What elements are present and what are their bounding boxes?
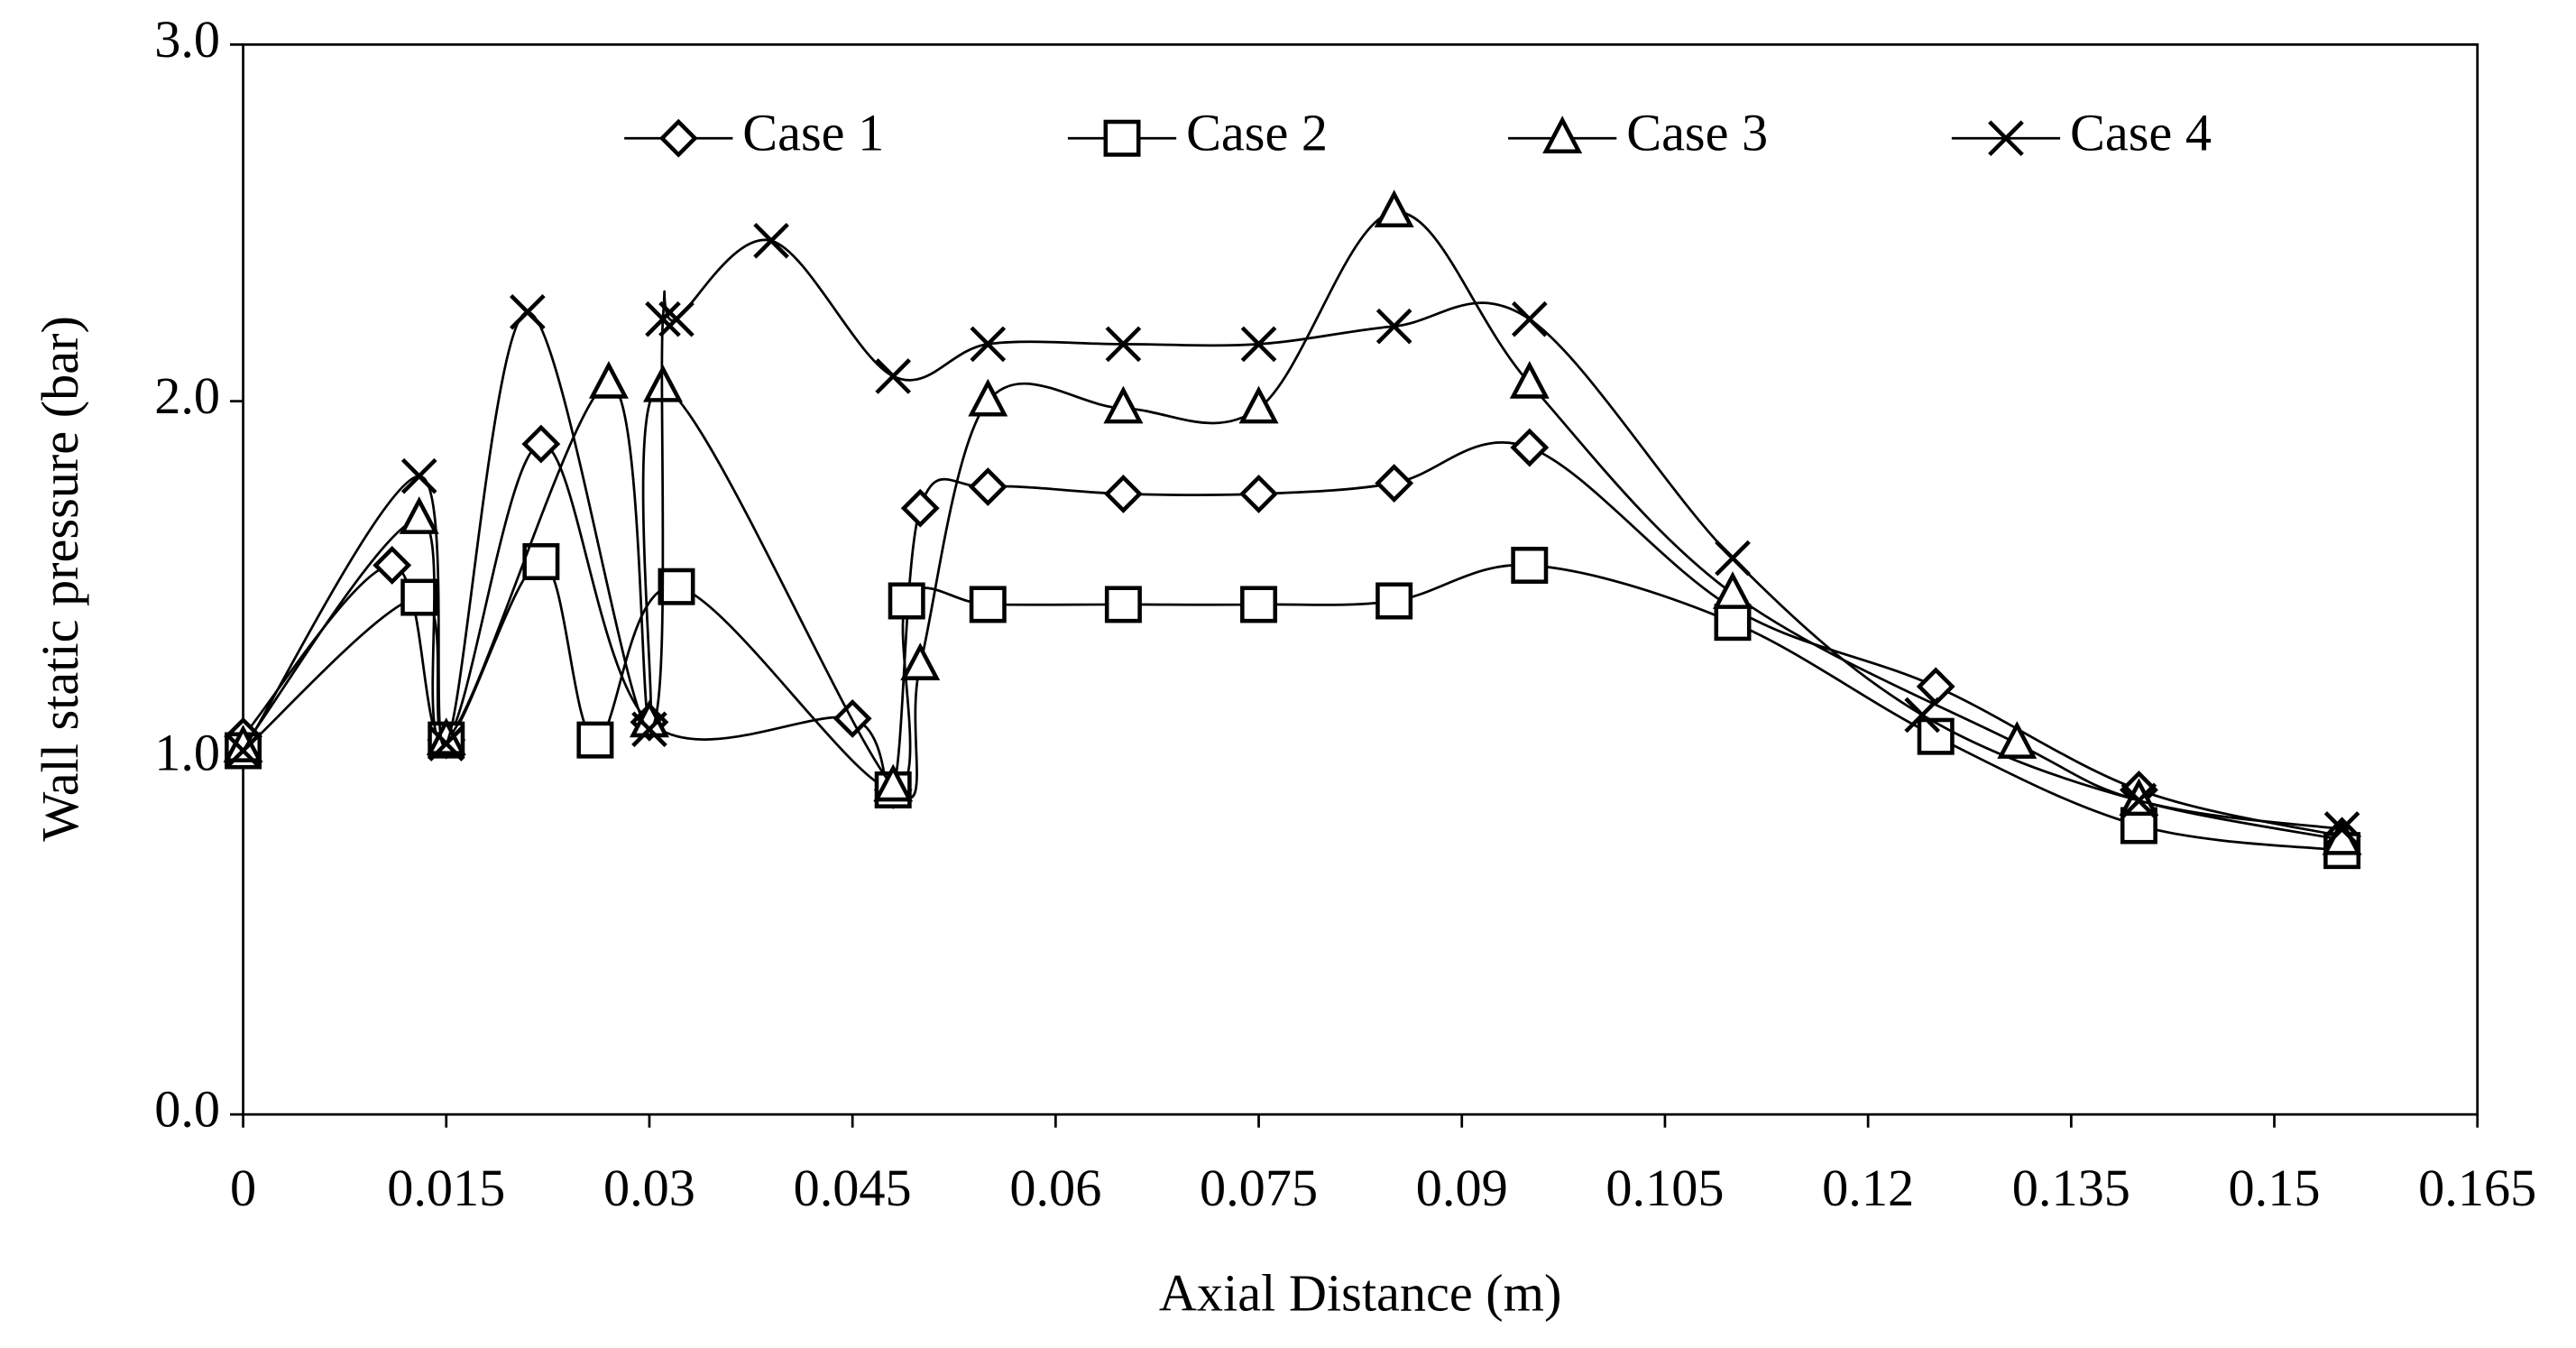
marker <box>968 467 1007 506</box>
marker <box>900 488 940 528</box>
plot-area <box>242 43 2479 1116</box>
x-tick-label: 0.12 <box>1822 1159 1914 1217</box>
x-axis-label: Axial Distance (m) <box>1159 1264 1562 1323</box>
marker <box>1103 474 1143 513</box>
marker <box>1240 326 1277 363</box>
y-tick-label: 3.0 <box>154 10 220 69</box>
marker <box>1375 582 1413 620</box>
x-tick-label: 0.165 <box>2418 1159 2536 1217</box>
x-tick-label: 0.045 <box>794 1159 912 1217</box>
y-tick-label: 2.0 <box>154 366 220 425</box>
marker <box>2121 782 2157 819</box>
marker <box>631 711 667 748</box>
marker <box>888 582 925 620</box>
marker <box>1714 604 1752 642</box>
x-tick-label: 0.15 <box>2229 1159 2321 1217</box>
marker <box>969 586 1007 623</box>
marker <box>970 326 1007 363</box>
marker <box>753 222 789 259</box>
marker <box>400 578 438 616</box>
marker <box>1238 385 1279 424</box>
legend-marker <box>1103 119 1141 157</box>
marker <box>588 360 629 399</box>
marker <box>1511 546 1549 584</box>
legend-label: Case 2 <box>1186 104 1328 162</box>
x-tick-label: 0.03 <box>603 1159 695 1217</box>
marker <box>900 642 941 680</box>
marker <box>1239 474 1278 513</box>
legend-label: Case 4 <box>2070 104 2212 162</box>
marker <box>510 294 546 330</box>
marker <box>400 457 437 494</box>
legend-label: Case 3 <box>1626 104 1768 162</box>
marker <box>399 496 439 534</box>
marker <box>1997 721 2038 759</box>
x-tick-label: 0.06 <box>1009 1159 1101 1217</box>
x-tick-label: 0.135 <box>2012 1159 2130 1217</box>
marker <box>1375 308 1412 345</box>
marker <box>1105 326 1142 363</box>
marker <box>1917 717 1955 755</box>
marker <box>1904 697 1941 734</box>
x-tick-label: 0.075 <box>1200 1159 1318 1217</box>
marker <box>2323 811 2360 847</box>
marker <box>1715 540 1751 577</box>
marker <box>1713 571 1753 609</box>
y-tick-label: 1.0 <box>154 723 220 781</box>
marker <box>521 424 561 464</box>
x-tick-label: 0.015 <box>387 1159 505 1217</box>
marker <box>1509 360 1550 399</box>
y-tick-label: 0.0 <box>154 1080 220 1139</box>
legend-marker <box>1542 115 1583 154</box>
marker <box>873 763 914 802</box>
marker <box>968 378 1008 417</box>
marker <box>1240 586 1278 623</box>
legend-label: Case 1 <box>742 104 884 162</box>
legend-marker <box>1988 120 2024 157</box>
marker <box>373 546 412 585</box>
x-tick-label: 0.09 <box>1416 1159 1508 1217</box>
marker <box>1104 586 1142 623</box>
marker <box>428 725 465 762</box>
series-line <box>242 238 2342 831</box>
marker <box>1510 428 1550 467</box>
marker <box>1375 464 1414 503</box>
marker <box>645 300 681 337</box>
marker <box>658 300 695 337</box>
marker <box>1374 189 1414 228</box>
marker <box>225 733 262 769</box>
x-tick-label: 0.105 <box>1605 1159 1724 1217</box>
series-line <box>242 441 2342 838</box>
legend-marker <box>658 118 698 158</box>
series-line <box>242 560 2342 853</box>
marker <box>1916 667 1955 706</box>
marker <box>576 721 614 759</box>
marker <box>875 358 912 394</box>
marker <box>658 568 695 605</box>
marker <box>1511 300 1548 337</box>
x-tick-label: 0 <box>230 1159 256 1217</box>
y-axis-label: Wall static pressure (bar) <box>31 316 89 842</box>
marker <box>1103 385 1144 424</box>
